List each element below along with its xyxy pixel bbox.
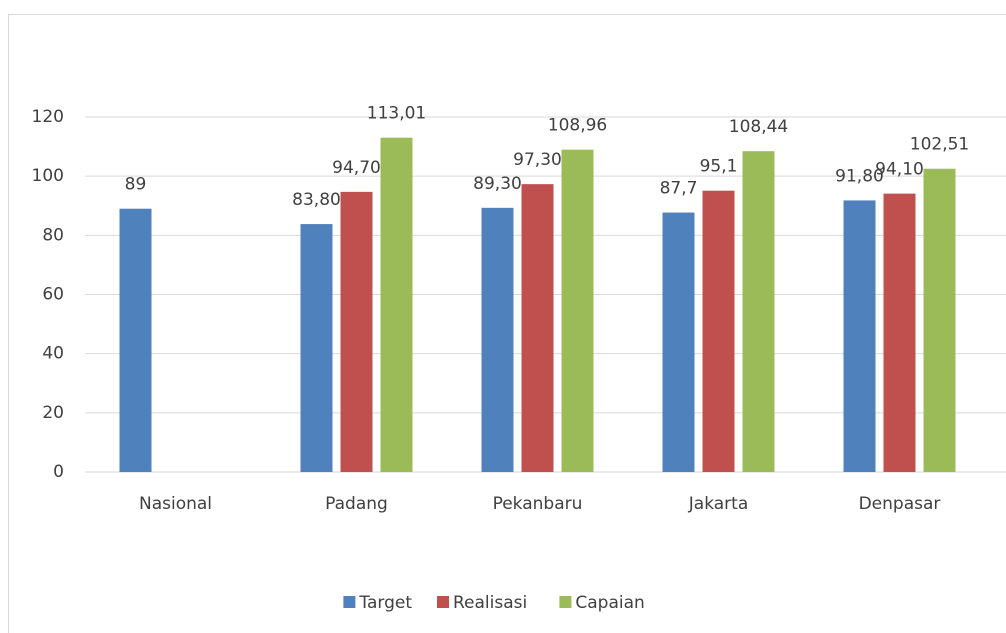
x-tick-label: Pekanbaru xyxy=(493,494,583,514)
y-tick-label: 40 xyxy=(42,344,64,364)
bar xyxy=(883,193,916,472)
legend-swatch xyxy=(343,596,356,608)
bar xyxy=(119,208,152,473)
data-label: 89,30 xyxy=(473,174,522,194)
data-label: 95,1 xyxy=(700,157,738,177)
y-tick-label: 0 xyxy=(53,462,64,482)
x-tick-label: Nasional xyxy=(139,494,212,514)
legend-swatch xyxy=(559,596,572,608)
y-tick-label: 20 xyxy=(42,403,64,423)
y-tick-label: 80 xyxy=(42,225,64,245)
bar xyxy=(380,137,413,472)
data-label: 87,7 xyxy=(660,179,698,199)
data-label: 102,51 xyxy=(910,135,969,155)
y-tick-label: 120 xyxy=(32,107,64,127)
y-tick-label: 100 xyxy=(32,166,64,186)
data-label: 83,80 xyxy=(292,190,341,210)
data-label: 97,30 xyxy=(513,150,562,170)
bar xyxy=(561,149,594,472)
legend-label: Capaian xyxy=(575,593,644,613)
x-tick-label: Padang xyxy=(325,494,388,514)
bar xyxy=(702,190,735,472)
bar xyxy=(340,191,373,473)
legend-swatch xyxy=(437,596,449,608)
data-label: 94,70 xyxy=(332,158,381,178)
bar xyxy=(923,168,956,472)
bar xyxy=(481,207,514,472)
data-label: 108,44 xyxy=(729,117,788,137)
chart-border xyxy=(8,14,1006,633)
x-tick-label: Jakarta xyxy=(688,494,748,514)
data-label: 108,96 xyxy=(548,116,607,136)
legend-label: Target xyxy=(358,593,412,613)
bar xyxy=(521,184,554,472)
bar xyxy=(662,212,695,472)
data-label: 113,01 xyxy=(367,104,426,124)
bar xyxy=(843,200,876,473)
x-tick-label: Denpasar xyxy=(859,494,941,514)
y-tick-label: 60 xyxy=(42,285,64,305)
bar xyxy=(742,151,775,472)
data-label: 91,80 xyxy=(835,166,884,186)
data-label: 89 xyxy=(125,175,147,195)
legend-label: Realisasi xyxy=(453,593,527,613)
bar xyxy=(300,224,333,472)
data-label: 94,10 xyxy=(875,160,924,180)
